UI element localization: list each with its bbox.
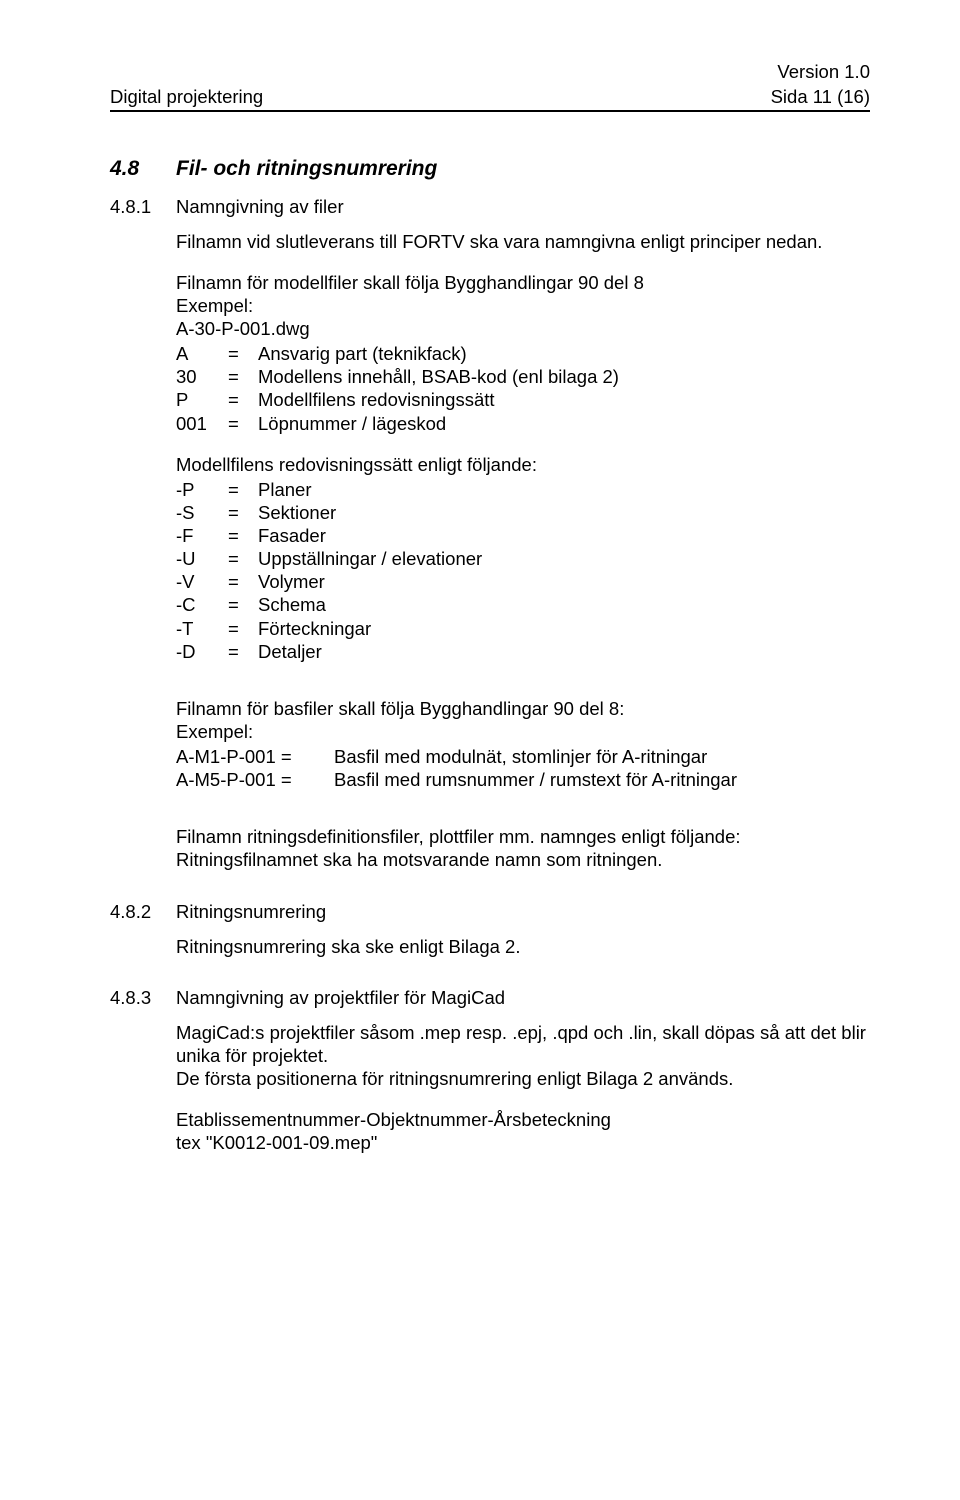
def-value: Volymer [258,570,482,593]
def-key: -U [176,547,228,570]
text-line: Exempel: [176,720,870,743]
definition-row: -P=Planer [176,478,482,501]
example-key: A-M1-P-001 = [176,745,334,768]
definition-row: -U=Uppställningar / elevationer [176,547,482,570]
def-eq: = [228,342,258,365]
def-eq: = [228,365,258,388]
def-key: -F [176,524,228,547]
definition-row: A=Ansvarig part (teknikfack) [176,342,619,365]
def-eq: = [228,501,258,524]
text-line: Filnamn ritningsdefinitionsfiler, plottf… [176,825,870,848]
version-label: Version 1.0 [110,60,870,83]
definition-row: 30=Modellens innehåll, BSAB-kod (enl bil… [176,365,619,388]
body-4-8-2: Ritningsnumrering ska ske enligt Bilaga … [176,935,870,958]
text-line: Filnamn för modellfiler skall följa Bygg… [176,271,870,294]
doc-title: Digital projektering [110,85,263,108]
def-key: -P [176,478,228,501]
basfiler-examples: A-M1-P-001 =Basfil med modulnät, stomlin… [176,745,737,791]
def-value: Planer [258,478,482,501]
def-key: P [176,388,228,411]
def-eq: = [228,617,258,640]
model-intro: Filnamn för modellfiler skall följa Bygg… [176,271,870,340]
section-number: 4.8 [110,156,176,182]
def-value: Modellfilens redovisningssätt [258,388,619,411]
paragraph: De första positionerna för ritningsnumre… [176,1067,870,1090]
body-4-8-1: Filnamn vid slutleverans till FORTV ska … [176,230,870,872]
def-key: -T [176,617,228,640]
def-value: Ansvarig part (teknikfack) [258,342,619,365]
definition-row: -V=Volymer [176,570,482,593]
page-number: Sida 11 (16) [771,85,870,108]
text-line: Etablissementnummer-Objektnummer-Årsbete… [176,1108,870,1131]
example-row: A-M5-P-001 =Basfil med rumsnummer / rums… [176,768,737,791]
def-key: A [176,342,228,365]
definition-row: 001=Löpnummer / lägeskod [176,412,619,435]
def-value: Schema [258,593,482,616]
definition-list-1: A=Ansvarig part (teknikfack)30=Modellens… [176,342,619,435]
def-key: -D [176,640,228,663]
def-eq: = [228,524,258,547]
subsection-title: Namngivning av filer [176,195,344,218]
def-key: -C [176,593,228,616]
text-line: Filnamn för basfiler skall följa Bygghan… [176,697,870,720]
definition-row: -T=Förteckningar [176,617,482,640]
subsection-number: 4.8.1 [110,195,176,218]
example-value: Basfil med modulnät, stomlinjer för A-ri… [334,745,737,768]
section-4-8: 4.8 Fil- och ritningsnumrering [110,156,870,182]
paragraph: Ritningsnumrering ska ske enligt Bilaga … [176,935,870,958]
example-value: Basfil med rumsnummer / rumstext för A-r… [334,768,737,791]
definition-row: -S=Sektioner [176,501,482,524]
definition-row: -C=Schema [176,593,482,616]
section-4-8-1: 4.8.1 Namngivning av filer [110,195,870,218]
section-4-8-2: 4.8.2 Ritningsnumrering [110,900,870,923]
def-key: 30 [176,365,228,388]
definition-row: -D=Detaljer [176,640,482,663]
example-key: A-M5-P-001 = [176,768,334,791]
page-header: Digital projektering Sida 11 (16) [110,85,870,112]
text-line: Ritningsfilnamnet ska ha motsvarande nam… [176,848,870,871]
subsection-title: Ritningsnumrering [176,900,326,923]
text-line: Exempel: [176,294,870,317]
def-eq: = [228,478,258,501]
def-value: Löpnummer / lägeskod [258,412,619,435]
def-eq: = [228,570,258,593]
def-value: Detaljer [258,640,482,663]
def-value: Förteckningar [258,617,482,640]
def-value: Uppställningar / elevationer [258,547,482,570]
paragraph: MagiCad:s projektfiler såsom .mep resp. … [176,1021,870,1067]
def-value: Sektioner [258,501,482,524]
def-value: Fasader [258,524,482,547]
section-4-8-3: 4.8.3 Namngivning av projektfiler för Ma… [110,986,870,1009]
def-eq: = [228,412,258,435]
definition-row: -F=Fasader [176,524,482,547]
redov-intro: Modellfilens redovisningssätt enligt föl… [176,453,870,476]
def-key: -V [176,570,228,593]
subsection-title: Namngivning av projektfiler för MagiCad [176,986,505,1009]
intro-paragraph: Filnamn vid slutleverans till FORTV ska … [176,230,870,253]
definition-list-2: -P=Planer-S=Sektioner-F=Fasader-U=Uppstä… [176,478,482,663]
basfiler-intro: Filnamn för basfiler skall följa Bygghan… [176,697,870,743]
def-eq: = [228,547,258,570]
def-key: -S [176,501,228,524]
text-line: tex "K0012-001-09.mep" [176,1131,870,1154]
text-line: A-30-P-001.dwg [176,317,870,340]
subsection-number: 4.8.2 [110,900,176,923]
def-eq: = [228,640,258,663]
def-eq: = [228,388,258,411]
def-eq: = [228,593,258,616]
body-4-8-3: MagiCad:s projektfiler såsom .mep resp. … [176,1021,870,1155]
ritdef-paragraph: Filnamn ritningsdefinitionsfiler, plottf… [176,825,870,871]
def-value: Modellens innehåll, BSAB-kod (enl bilaga… [258,365,619,388]
definition-row: P=Modellfilens redovisningssätt [176,388,619,411]
subsection-number: 4.8.3 [110,986,176,1009]
section-title: Fil- och ritningsnumrering [176,156,437,182]
def-key: 001 [176,412,228,435]
example-row: A-M1-P-001 =Basfil med modulnät, stomlin… [176,745,737,768]
